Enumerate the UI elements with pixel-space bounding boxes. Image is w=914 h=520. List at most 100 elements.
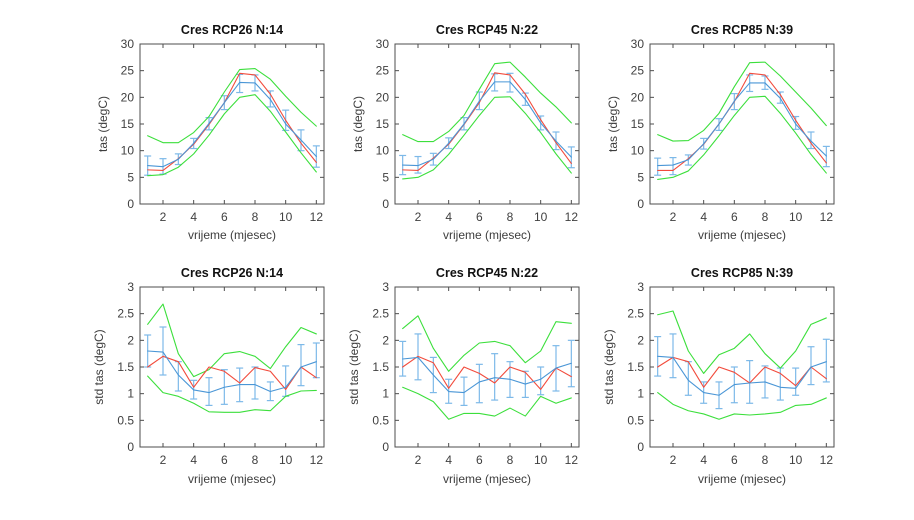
subplot-tas-rcp26: Cres RCP26 N:14 vrijeme (mjesec) tas (de… — [85, 6, 365, 254]
series-upper-envelope — [147, 303, 317, 378]
x-tick-label: 4 — [190, 453, 197, 467]
x-tick-label: 4 — [445, 210, 452, 224]
plot-area: 2 4 6 8 10 12 0 5 10 15 20 25 30 — [121, 37, 325, 224]
x-axis-label: vrijeme (mjesec) — [188, 472, 276, 486]
x-tick-label: 8 — [507, 210, 514, 224]
y-tick-label: 0 — [127, 440, 134, 454]
y-axis-label: tas (degC) — [606, 96, 620, 152]
series-lower-envelope — [657, 95, 827, 181]
x-axis-label: vrijeme (mjesec) — [698, 228, 786, 242]
subplot-stdtas-rcp45-svg: Cres RCP45 N:22 vrijeme (mjesec) std tas… — [347, 266, 580, 486]
subplot-tas-rcp45: Cres RCP45 N:22 vrijeme (mjesec) tas (de… — [340, 6, 620, 254]
y-axis-label: tas (degC) — [96, 96, 110, 152]
y-tick-label: 1 — [382, 387, 389, 401]
y-tick-label: 2.5 — [627, 307, 644, 321]
series-upper-envelope — [402, 315, 572, 372]
subplot-stdtas-rcp45: Cres RCP45 N:22 vrijeme (mjesec) std tas… — [340, 249, 620, 497]
y-axis-label: tas (degC) — [351, 96, 365, 152]
y-tick-label: 2 — [127, 333, 134, 347]
y-tick-label: 0 — [637, 197, 644, 211]
series-ensemble-mean — [147, 350, 317, 394]
series-median — [147, 355, 317, 390]
x-tick-label: 6 — [476, 210, 483, 224]
plot-area: 2 4 6 8 10 12 0 0.5 1 1.5 2 2.5 3 — [372, 280, 580, 467]
subplot-stdtas-rcp85-svg: Cres RCP85 N:39 vrijeme (mjesec) std tas… — [602, 266, 835, 486]
y-tick-label: 0.5 — [117, 413, 134, 427]
series-lower-envelope — [147, 94, 317, 177]
x-tick-label: 12 — [310, 210, 324, 224]
subplot-stdtas-rcp26-svg: Cres RCP26 N:14 vrijeme (mjesec) std tas… — [92, 266, 325, 486]
y-tick-label: 3 — [637, 280, 644, 294]
series-upper-envelope — [657, 310, 827, 374]
y-axis-label: std tas (degC) — [347, 329, 361, 404]
x-tick-label: 10 — [279, 210, 293, 224]
plot-area: 2 4 6 8 10 12 0 0.5 1 1.5 2 2.5 3 — [627, 280, 835, 467]
series-median — [657, 72, 827, 171]
y-tick-label: 20 — [631, 90, 645, 104]
y-tick-label: 10 — [631, 144, 645, 158]
x-tick-label: 10 — [789, 453, 803, 467]
series-median — [147, 72, 317, 171]
y-axis-label: std tas (degC) — [92, 329, 106, 404]
y-tick-label: 30 — [631, 37, 645, 51]
series-ensemble-mean — [402, 81, 572, 167]
y-axis-label: std tas (degC) — [602, 329, 616, 404]
y-tick-label: 5 — [127, 170, 134, 184]
x-tick-label: 12 — [820, 210, 834, 224]
y-tick-label: 25 — [631, 64, 645, 78]
series-lower-envelope — [147, 375, 317, 413]
series-upper-envelope — [147, 67, 317, 144]
x-tick-label: 10 — [789, 210, 803, 224]
y-tick-label: 1.5 — [627, 360, 644, 374]
series-ensemble-mean — [147, 81, 317, 168]
y-tick-label: 15 — [631, 117, 645, 131]
subplot-title: Cres RCP45 N:22 — [436, 23, 538, 37]
x-tick-label: 2 — [670, 453, 677, 467]
y-tick-label: 1.5 — [372, 360, 389, 374]
subplot-title: Cres RCP85 N:39 — [691, 266, 793, 280]
y-tick-label: 20 — [376, 90, 390, 104]
series-median — [657, 356, 827, 388]
x-tick-label: 6 — [221, 453, 228, 467]
subplot-tas-rcp85-svg: Cres RCP85 N:39 vrijeme (mjesec) tas (de… — [606, 23, 835, 242]
y-tick-label: 30 — [121, 37, 135, 51]
x-axis-label: vrijeme (mjesec) — [443, 472, 531, 486]
x-tick-label: 2 — [670, 210, 677, 224]
subplot-tas-rcp85: Cres RCP85 N:39 vrijeme (mjesec) tas (de… — [595, 6, 875, 254]
x-tick-label: 8 — [252, 210, 259, 224]
y-tick-label: 15 — [121, 117, 135, 131]
plot-area: 2 4 6 8 10 12 0 0.5 1 1.5 2 2.5 3 — [117, 280, 325, 467]
y-tick-label: 20 — [121, 90, 135, 104]
series-ensemble-mean — [402, 356, 572, 394]
y-tick-label: 0 — [637, 440, 644, 454]
y-tick-label: 15 — [376, 117, 390, 131]
series-median — [402, 72, 572, 171]
x-tick-label: 2 — [160, 210, 167, 224]
x-tick-label: 12 — [820, 453, 834, 467]
x-axis-label: vrijeme (mjesec) — [698, 472, 786, 486]
x-tick-label: 12 — [565, 210, 579, 224]
x-tick-label: 10 — [534, 210, 548, 224]
x-axis-label: vrijeme (mjesec) — [443, 228, 531, 242]
subplot-tas-rcp45-svg: Cres RCP45 N:22 vrijeme (mjesec) tas (de… — [351, 23, 580, 242]
y-tick-label: 2 — [382, 333, 389, 347]
series-ensemble-mean — [657, 82, 827, 167]
x-tick-label: 8 — [252, 453, 259, 467]
subplot-title: Cres RCP45 N:22 — [436, 266, 538, 280]
subplot-title: Cres RCP85 N:39 — [691, 23, 793, 37]
y-tick-label: 10 — [121, 144, 135, 158]
x-tick-label: 4 — [700, 453, 707, 467]
y-tick-label: 0.5 — [627, 413, 644, 427]
y-tick-label: 0.5 — [372, 413, 389, 427]
y-tick-label: 0 — [127, 197, 134, 211]
y-tick-label: 3 — [127, 280, 134, 294]
y-tick-label: 25 — [121, 64, 135, 78]
y-tick-label: 2.5 — [117, 307, 134, 321]
subplot-stdtas-rcp26: Cres RCP26 N:14 vrijeme (mjesec) std tas… — [85, 249, 365, 497]
y-tick-label: 1 — [637, 387, 644, 401]
y-tick-label: 2 — [637, 333, 644, 347]
x-axis-label: vrijeme (mjesec) — [188, 228, 276, 242]
x-tick-label: 6 — [221, 210, 228, 224]
y-tick-label: 5 — [637, 170, 644, 184]
